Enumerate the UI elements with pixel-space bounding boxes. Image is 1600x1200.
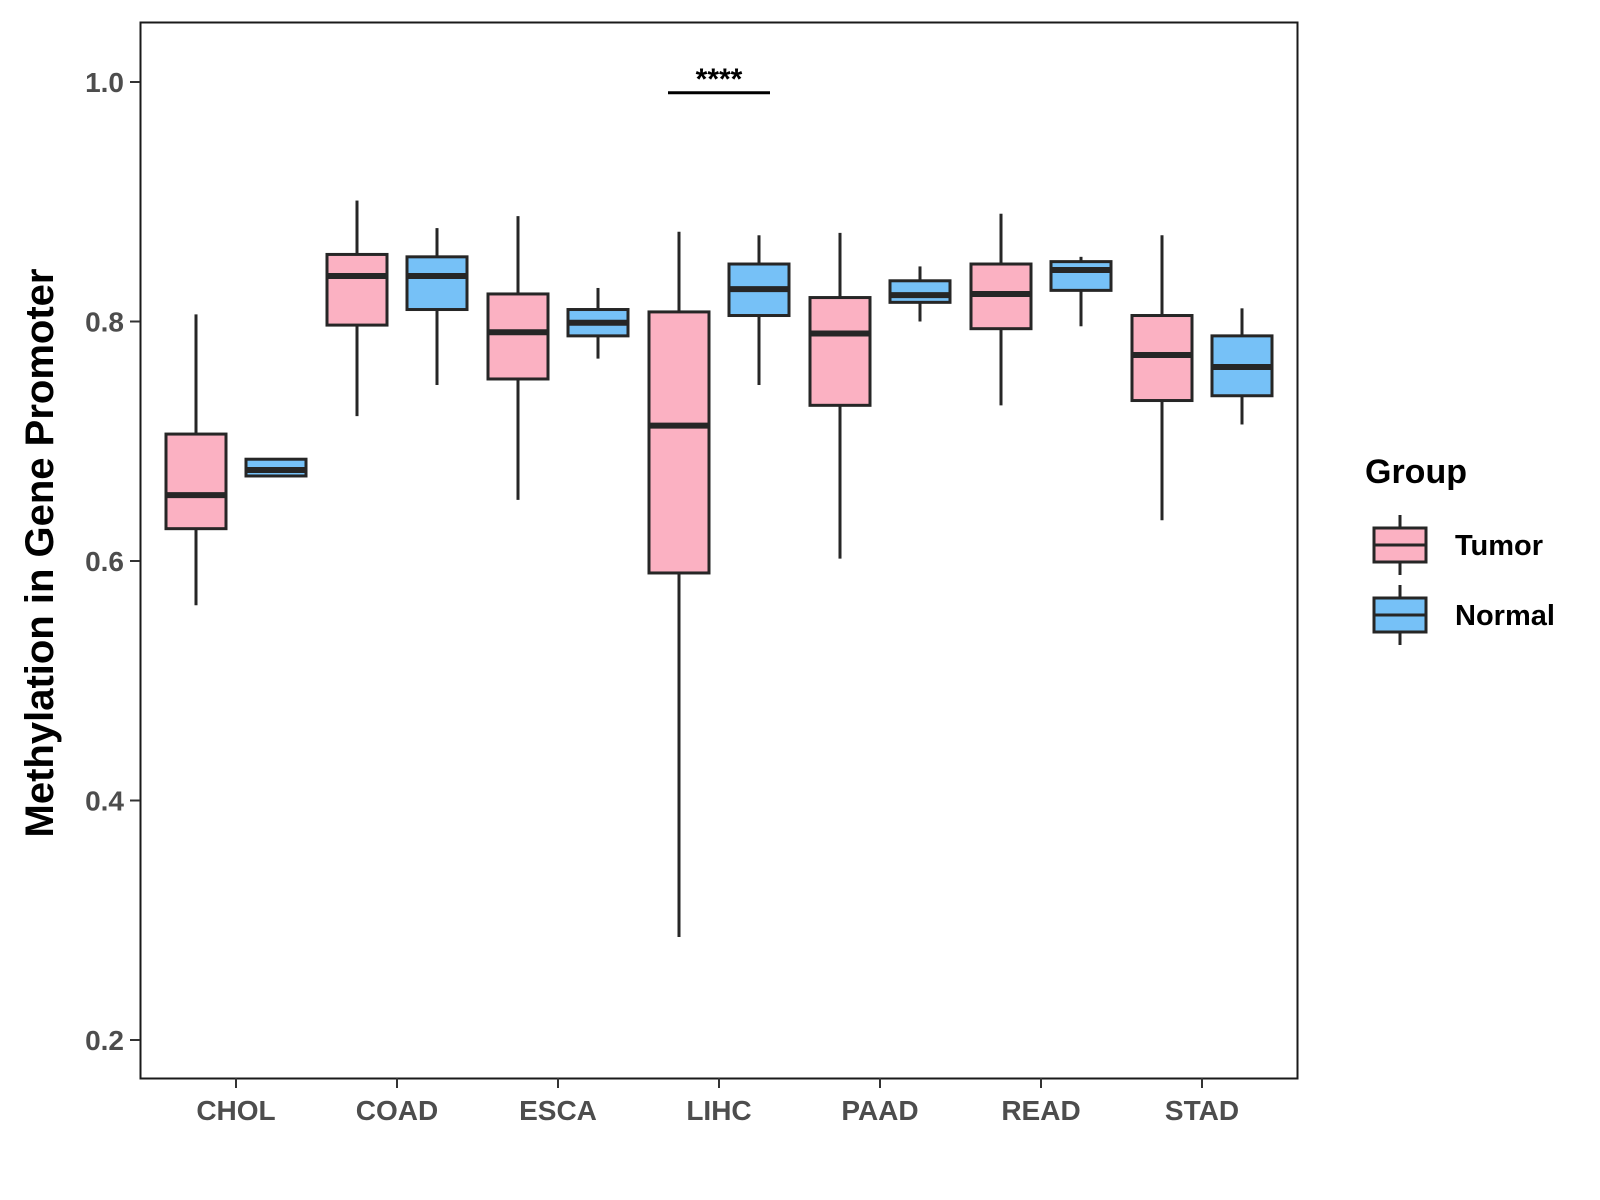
box-tumor-read	[969, 213, 1033, 406]
box-normal-coad	[405, 228, 469, 385]
box-iqr	[1049, 260, 1113, 292]
legend-label: Normal	[1455, 600, 1555, 632]
legend-entry-tumor: Tumor	[1372, 515, 1543, 575]
y-tick-label: 0.6	[85, 546, 124, 577]
box-tumor-paad	[808, 232, 872, 559]
x-tick-label: STAD	[1165, 1095, 1239, 1126]
box-iqr	[808, 296, 872, 407]
y-tick-label: 0.4	[85, 786, 124, 817]
y-tick-label: 0.2	[85, 1025, 124, 1056]
box-normal-chol	[244, 457, 308, 478]
box-iqr	[405, 255, 469, 312]
box-iqr	[325, 252, 389, 327]
box-iqr	[647, 310, 711, 575]
y-tick-label: 1.0	[85, 67, 124, 98]
box-tumor-stad	[1130, 235, 1194, 521]
box-tumor-chol	[164, 314, 228, 606]
box-normal-paad	[888, 266, 952, 322]
significance-annotations: ****	[668, 63, 770, 96]
legend-label: Tumor	[1455, 530, 1543, 562]
x-tick-label: ESCA	[519, 1095, 597, 1126]
box-normal-stad	[1210, 308, 1274, 425]
y-tick-label: 0.8	[85, 307, 124, 338]
x-tick-label: LIHC	[686, 1095, 751, 1126]
box-normal-esca	[566, 287, 630, 359]
x-tick-label: COAD	[356, 1095, 438, 1126]
box-tumor-lihc	[647, 231, 711, 938]
x-tick-label: CHOL	[196, 1095, 275, 1126]
y-axis: 0.2 0.4 0.6 0.8 1.0	[85, 67, 140, 1056]
legend-title: Group	[1365, 453, 1467, 491]
box-iqr	[888, 279, 952, 304]
legend: Group Tumor Normal	[1365, 453, 1555, 645]
box-iqr	[164, 432, 228, 531]
box-tumor-esca	[486, 216, 550, 500]
x-axis: CHOL COAD ESCA LIHC PAAD READ STAD	[196, 1078, 1239, 1126]
y-axis-title: Methylation in Gene Promoter	[18, 269, 62, 838]
box-iqr	[486, 292, 550, 381]
legend-entries: Tumor Normal	[1372, 515, 1555, 645]
box-groups	[164, 200, 1274, 938]
significance-label: ****	[696, 63, 743, 96]
box-normal-read	[1049, 256, 1113, 327]
box-normal-lihc	[727, 235, 791, 385]
box-tumor-coad	[325, 200, 389, 417]
x-tick-label: PAAD	[841, 1095, 918, 1126]
plot-panel	[139, 21, 1299, 1080]
legend-entry-normal: Normal	[1372, 585, 1555, 645]
x-tick-label: READ	[1001, 1095, 1080, 1126]
